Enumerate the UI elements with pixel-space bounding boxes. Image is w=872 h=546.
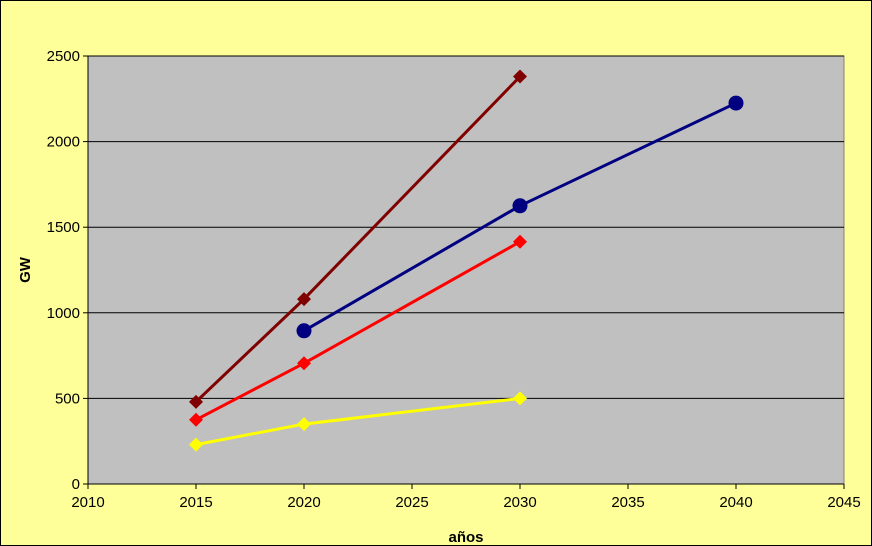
y-axis-ticks: 0 500 1000 1500 2000 2500 <box>47 48 89 493</box>
data-point <box>189 394 203 409</box>
x-tick-label: 2035 <box>611 494 644 511</box>
series-layer <box>189 69 744 452</box>
x-tick-label: 2045 <box>827 494 860 511</box>
x-axis-title: años <box>448 529 483 546</box>
x-axis-ticks: 2010 2015 2020 2025 2030 2035 2040 2045 <box>71 483 861 511</box>
series-4 <box>189 391 527 452</box>
plot-area <box>87 55 845 485</box>
data-point <box>513 69 527 84</box>
gridlines <box>88 55 844 399</box>
data-point <box>297 417 311 432</box>
x-tick-label: 2015 <box>179 494 212 511</box>
y-tick-label: 0 <box>72 476 80 493</box>
y-tick-label: 500 <box>55 390 80 407</box>
y-axis-title: GW <box>17 256 34 283</box>
data-point <box>513 391 527 406</box>
data-point <box>512 198 528 214</box>
x-tick-label: 2010 <box>71 494 104 511</box>
data-point <box>513 234 527 249</box>
data-point <box>189 437 203 452</box>
data-point <box>297 292 311 307</box>
y-tick-label: 2000 <box>47 134 80 151</box>
y-tick-label: 1500 <box>47 219 80 236</box>
series-2 <box>296 95 744 339</box>
data-point <box>189 412 203 427</box>
y-tick-label: 1000 <box>47 305 80 322</box>
series-3 <box>189 234 527 427</box>
y-tick-label: 2500 <box>47 48 80 65</box>
data-point <box>728 95 744 111</box>
x-tick-label: 2040 <box>719 494 752 511</box>
data-point <box>296 323 312 339</box>
data-point <box>297 356 311 371</box>
x-tick-label: 2030 <box>503 494 536 511</box>
x-tick-label: 2025 <box>395 494 428 511</box>
series-1 <box>189 69 527 409</box>
x-tick-label: 2020 <box>287 494 320 511</box>
